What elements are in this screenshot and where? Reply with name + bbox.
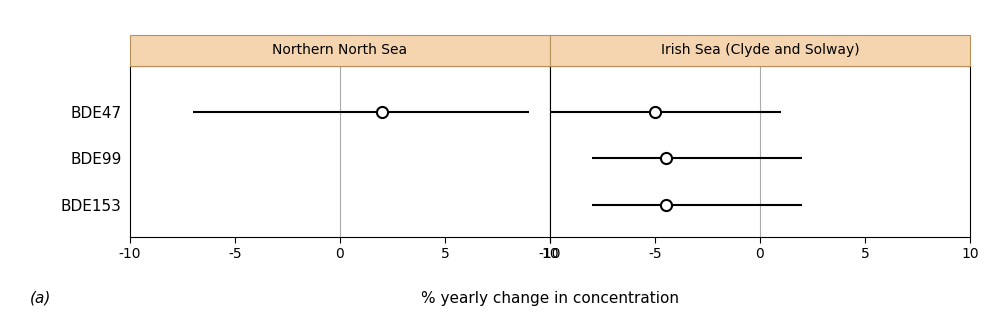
Text: (a): (a) <box>30 291 51 306</box>
Text: Northern North Sea: Northern North Sea <box>272 43 408 57</box>
Text: % yearly change in concentration: % yearly change in concentration <box>421 291 679 306</box>
Text: Irish Sea (Clyde and Solway): Irish Sea (Clyde and Solway) <box>661 43 859 57</box>
FancyBboxPatch shape <box>130 35 550 66</box>
FancyBboxPatch shape <box>550 35 970 66</box>
